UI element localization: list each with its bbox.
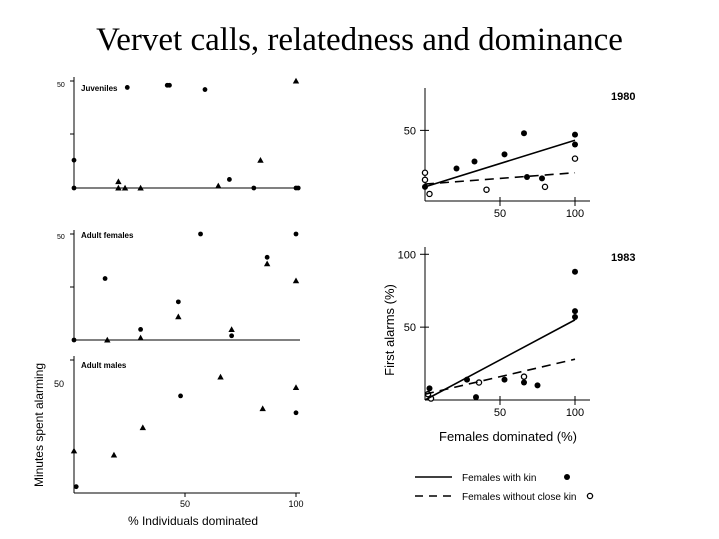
juveniles-triangle-point	[137, 184, 144, 191]
adult-females-circle-point	[198, 231, 203, 237]
panel-1980-x-tick-label: 50	[494, 208, 506, 220]
adult-females-triangle-point	[228, 326, 235, 332]
panel-1980-filled-circle-point	[539, 175, 545, 182]
juveniles-circle-point	[202, 87, 208, 92]
adult-females-circle-point	[229, 333, 235, 339]
juveniles-triangle-point	[121, 184, 129, 191]
right-y-axis-label: First alarms (%)	[382, 284, 397, 376]
panel-1980-filled-circle-point	[471, 158, 478, 165]
panel-1980-panel-label: 1980	[611, 91, 635, 103]
panel-1983-filled-circle-point	[572, 268, 578, 275]
adult-females-triangle-point	[175, 313, 182, 320]
juveniles-circle-point	[295, 185, 301, 191]
adult-females-circle-point	[138, 327, 144, 332]
panel-1980-filled-circle-point	[501, 151, 508, 158]
panel-1980-x-tick-label: 100	[566, 208, 584, 220]
juveniles-circle-point	[227, 177, 232, 182]
panel-1980-dashed-regression-line	[424, 171, 576, 185]
panel-1983-x-tick-label: 50	[494, 407, 506, 419]
adult-males-triangle-point	[292, 384, 300, 391]
panel-1983-x-tick-label: 100	[566, 407, 584, 419]
slide-title: Vervet calls, relatedness and dominance	[96, 22, 623, 58]
juveniles-triangle-point	[257, 156, 264, 163]
panel-1980-filled-circle-point	[572, 141, 578, 148]
adult-males-triangle-point	[217, 373, 224, 380]
panel-1980-open-circle-point	[426, 190, 433, 198]
juveniles-circle-point	[251, 185, 257, 191]
adult-males-x-tick-label: 100	[288, 499, 303, 509]
panel-1983-solid-regression-line	[424, 319, 576, 401]
adult-males-triangle-point	[70, 447, 78, 454]
adult-males-circle-point	[293, 410, 299, 416]
panel-1983-open-circle-point	[520, 373, 528, 380]
left-x-axis-label: % Individuals dominated	[128, 514, 258, 528]
panel-1980-y-tick-label: 50	[404, 125, 416, 137]
panel-1983-filled-circle-point	[572, 308, 578, 315]
adult-males-y-tick-label: 50	[54, 379, 64, 389]
adult-males-triangle-point	[139, 424, 147, 431]
adult-males-panel-label: Adult males	[81, 361, 127, 370]
panel-1983-dashed-regression-line	[424, 358, 576, 395]
adult-males-x-tick-label: 50	[180, 499, 190, 509]
adult-males-triangle-point	[259, 405, 266, 412]
panel-1980-open-circle-point	[571, 155, 579, 162]
adult-females-circle-point	[293, 231, 299, 237]
legend-label: Females without close kin	[462, 492, 577, 503]
juveniles-triangle-point	[115, 184, 122, 191]
adult-females-y-tick-label: 50	[57, 234, 65, 241]
panel-1983-filled-circle-point	[534, 382, 541, 389]
legend-filled-circle-marker	[564, 474, 570, 480]
juveniles-triangle-point	[292, 77, 300, 84]
panel-1980-filled-circle-point	[524, 173, 530, 180]
adult-females-panel-label: Adult females	[81, 231, 134, 240]
adult-males-triangle-point	[110, 451, 118, 458]
panel-1983-filled-circle-point	[521, 379, 527, 386]
panel-1980-open-circle-point	[483, 186, 490, 193]
juveniles-y-tick-label: 50	[57, 82, 65, 89]
adult-females-triangle-point	[104, 336, 111, 343]
adult-females-circle-point	[264, 254, 270, 260]
panel-1980-open-circle-point	[541, 183, 549, 191]
juveniles-circle-point	[71, 157, 77, 163]
adult-males-circle-point	[178, 393, 183, 399]
panel-1983-filled-circle-point	[572, 313, 578, 320]
adult-females-triangle-point	[292, 277, 300, 284]
panel-1980-open-circle-point	[421, 169, 429, 176]
juveniles-triangle-point	[215, 182, 222, 189]
juveniles-circle-point	[124, 85, 130, 90]
left-y-axis-label: Minutes spent alarming	[32, 363, 46, 487]
juveniles-panel-label: Juveniles	[81, 84, 118, 93]
panel-1983-y-tick-label: 100	[398, 249, 416, 261]
panel-1980-filled-circle-point	[453, 165, 460, 172]
panel-1983-y-tick-label: 50	[404, 322, 416, 334]
adult-females-circle-point	[71, 337, 77, 343]
juveniles-circle-point	[71, 185, 77, 191]
adult-males-circle-point	[73, 484, 79, 490]
panel-1980-solid-regression-line	[424, 139, 576, 188]
panel-1980-filled-circle-point	[521, 130, 527, 137]
panel-1983-filled-circle-point	[473, 394, 479, 401]
panel-1983-filled-circle-point	[426, 385, 433, 392]
juveniles-circle-point	[167, 82, 172, 88]
panel-1980-filled-circle-point	[572, 131, 578, 138]
adult-females-triangle-point	[137, 334, 144, 341]
adult-females-circle-point	[175, 299, 181, 305]
legend-open-circle-marker	[586, 492, 594, 500]
adult-females-circle-point	[102, 276, 108, 281]
adult-females-triangle-point	[263, 260, 271, 267]
panel-1983-panel-label: 1983	[611, 252, 635, 264]
right-x-axis-label: Females dominated (%)	[439, 429, 577, 444]
panel-1983-filled-circle-point	[501, 376, 508, 383]
panel-1980-open-circle-point	[421, 176, 429, 184]
juveniles-triangle-point	[115, 178, 122, 185]
legend-label: Females with kin	[462, 473, 536, 484]
